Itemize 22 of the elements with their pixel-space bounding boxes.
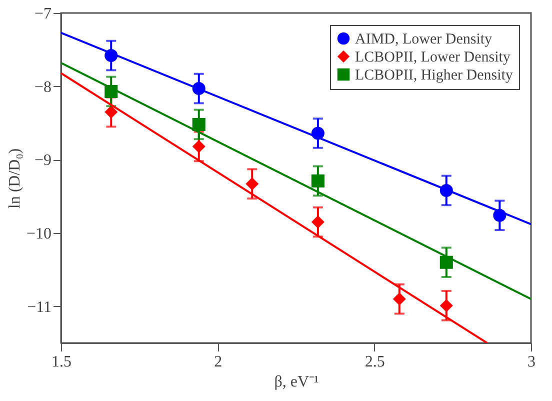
x-tick-label: 2 <box>214 354 222 370</box>
point <box>392 292 406 306</box>
point <box>192 118 206 131</box>
point <box>246 177 259 190</box>
x-tick-label: 2.5 <box>364 354 385 370</box>
point <box>104 105 118 119</box>
x-tick-label: 1.5 <box>52 354 72 370</box>
point <box>440 299 453 312</box>
y-tick-label: −8 <box>34 78 52 96</box>
y-tick-label: −9 <box>34 152 52 170</box>
legend-label: LCBOPII, Lower Density <box>355 50 511 66</box>
y-tick-label: −10 <box>26 226 52 242</box>
x-tick-label: 3 <box>528 354 536 370</box>
x-axis-title: β, eV⁻¹ <box>274 374 319 390</box>
y-tick-label: −7 <box>34 6 52 22</box>
point <box>192 140 206 153</box>
y-axis-title: ln (D/D₀) <box>6 148 24 209</box>
legend-label: AIMD, Lower Density <box>355 32 493 48</box>
point <box>311 215 324 229</box>
legend-label: LCBOPII, Higher Density <box>355 68 514 84</box>
y-tick-label: −11 <box>27 298 52 316</box>
point <box>311 174 324 188</box>
